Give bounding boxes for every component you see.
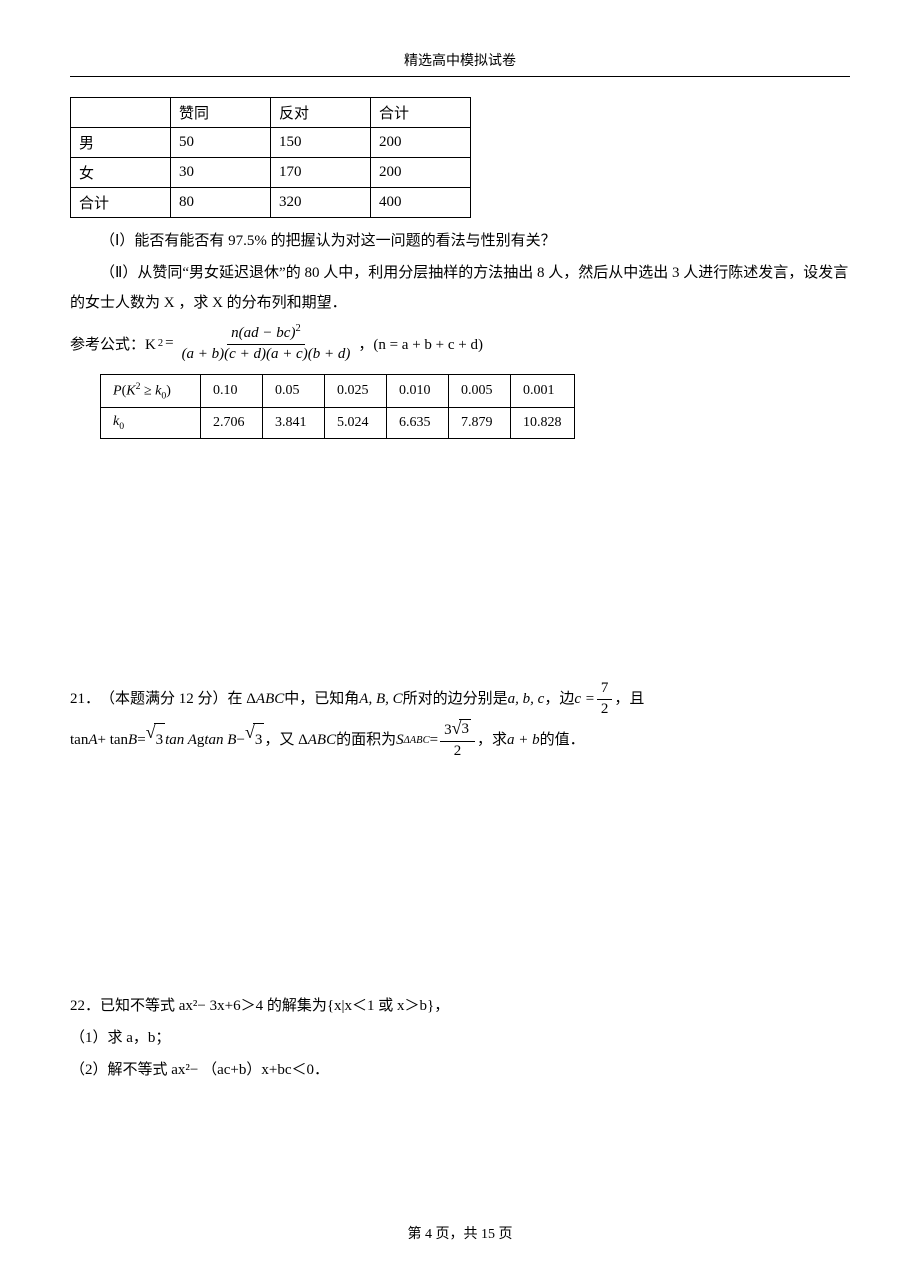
table-cell: 男 (71, 128, 171, 158)
q21-intro: （本题满分 12 分）在 Δ (100, 683, 256, 716)
table-cell: 200 (371, 158, 471, 188)
table-cell (71, 98, 171, 128)
table-cell: 赞同 (171, 98, 271, 128)
table-row: 男 50 150 200 (71, 128, 471, 158)
sqrt-icon: √3 (146, 723, 165, 757)
table-header-cell: P(K2 ≥ k0) (101, 375, 201, 408)
page-footer: 第 4 页，共 15 页 (0, 1223, 920, 1243)
table-cell: 0.025 (325, 375, 387, 408)
table-cell: 6.635 (387, 408, 449, 439)
q22-line3: （2）解不等式 ax²− （ac+b）x+bc＜0． (70, 1055, 850, 1085)
formula-denominator: (a + b)(c + d)(a + c)(b + d) (178, 345, 355, 365)
table-cell: 400 (371, 188, 471, 218)
table-cell: 0.001 (511, 375, 575, 408)
table-header-cell: k0 (101, 408, 201, 439)
header-title: 精选高中模拟试卷 (404, 54, 516, 69)
total-pages: 15 (481, 1227, 495, 1242)
question-part-1: （Ⅰ）能否有能否有 97.5% 的把握认为对这一问题的看法与性别有关？ (70, 226, 850, 256)
table-cell: 50 (171, 128, 271, 158)
table-cell: 200 (371, 128, 471, 158)
table-cell: 80 (171, 188, 271, 218)
table-cell: 2.706 (201, 408, 263, 439)
table-cell: 7.879 (449, 408, 511, 439)
table-row: 赞同 反对 合计 (71, 98, 471, 128)
table-row: 合计 80 320 400 (71, 188, 471, 218)
table-cell: 10.828 (511, 408, 575, 439)
q21-line2: tan A + tan B = √3 tan Agtan B − √3 ，又 Δ… (70, 719, 850, 761)
table-cell: 3.841 (263, 408, 325, 439)
table-cell: 合计 (371, 98, 471, 128)
formula-k-sup: 2 (158, 338, 163, 349)
table-cell: 320 (271, 188, 371, 218)
table-cell: 女 (71, 158, 171, 188)
page-container: 精选高中模拟试卷 赞同 反对 合计 男 50 150 200 女 30 170 … (0, 0, 920, 1273)
critical-values-table: P(K2 ≥ k0) 0.10 0.05 0.025 0.010 0.005 0… (100, 374, 575, 439)
question-part-2: （Ⅱ）从赞同“男女延迟退休”的 80 人中，利用分层抽样的方法抽出 8 人，然后… (70, 258, 850, 318)
table-row: k0 2.706 3.841 5.024 6.635 7.879 10.828 (101, 408, 575, 439)
table-cell: 0.10 (201, 375, 263, 408)
formula-fraction: n(ad − bc)2 (a + b)(c + d)(a + c)(b + d) (178, 322, 355, 364)
table-cell: 0.010 (387, 375, 449, 408)
area-fraction: 3√3 2 (440, 719, 475, 761)
page-header: 精选高中模拟试卷 (70, 50, 850, 77)
table-cell: 反对 (271, 98, 371, 128)
question-22: 22．已知不等式 ax²− 3x+6＞4 的解集为{x|x＜1 或 x＞b}， … (70, 991, 850, 1085)
formula-suffix: ，(n = a + b + c + d) (358, 333, 483, 354)
formula-numerator: n(ad − bc)2 (227, 322, 305, 345)
table-row: P(K2 ≥ k0) 0.10 0.05 0.025 0.010 0.005 0… (101, 375, 575, 408)
table-cell: 0.005 (449, 375, 511, 408)
sqrt-icon: √3 (452, 719, 471, 740)
table-cell: 5.024 (325, 408, 387, 439)
reference-formula: 参考公式：K2 = n(ad − bc)2 (a + b)(c + d)(a +… (70, 322, 850, 364)
q21-number: 21． (70, 683, 100, 716)
table-cell: 150 (271, 128, 371, 158)
q21-line1: 21． （本题满分 12 分）在 ΔABC 中，已知角 A, B, C 所对的边… (70, 679, 850, 719)
table-row: 女 30 170 200 (71, 158, 471, 188)
c-fraction: 7 2 (597, 679, 613, 719)
q22-line1: 22．已知不等式 ax²− 3x+6＞4 的解集为{x|x＜1 或 x＞b}， (70, 991, 850, 1021)
table-cell: 30 (171, 158, 271, 188)
q22-line2: （1）求 a，b； (70, 1023, 850, 1053)
table-cell: 170 (271, 158, 371, 188)
question-21: 21． （本题满分 12 分）在 ΔABC 中，已知角 A, B, C 所对的边… (70, 679, 850, 761)
formula-eq: = (165, 335, 173, 352)
contingency-table: 赞同 反对 合计 男 50 150 200 女 30 170 200 合计 80… (70, 97, 471, 218)
table-cell: 合计 (71, 188, 171, 218)
page-number: 4 (425, 1227, 432, 1242)
table-cell: 0.05 (263, 375, 325, 408)
sqrt-icon: √3 (245, 723, 264, 757)
formula-prefix: 参考公式：K (70, 333, 156, 354)
